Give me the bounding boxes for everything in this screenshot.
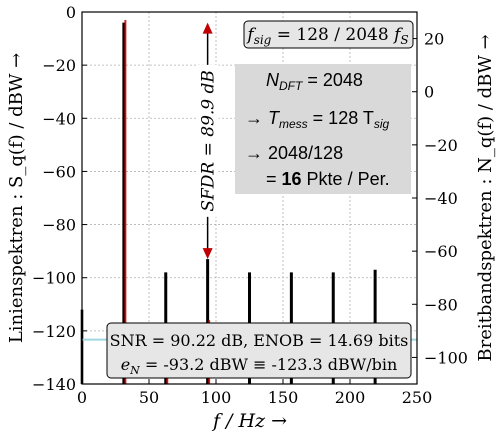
sfdr-annotation: SFDR = 89.9 dB [196,22,219,260]
sfdr-label-bg [196,64,219,217]
y-tick-label-left: −60 [42,162,76,181]
x-axis-label: f / Hz → [211,410,287,432]
sfdr-arrow-head-bottom [202,248,213,260]
sfdr-arrow-head-top [202,22,213,34]
info-line2-main: → T [245,108,281,128]
x-tick-label: 100 [201,388,232,407]
fsig-rhs: f [392,25,403,45]
y-tick-label-right: −80 [424,295,458,314]
info-line2-rest: = 128 T [308,108,374,128]
info-line2-sub: mess [279,117,308,131]
snr-line2-prefix: e [121,355,130,374]
y-tick-label-right: −60 [424,242,458,261]
y-tick-label-left: −140 [32,375,76,394]
svg-text:→ Tmess = 128 Tsig: → Tmess = 128 Tsig [245,108,390,131]
svg-text:fsig = 128 / 2048 fS: fsig = 128 / 2048 fS [245,25,408,47]
y-tick-label-right: −40 [424,189,458,208]
info-line4-bold: 16 [282,169,302,189]
info-line4-rest: Pkte / Per. [302,169,390,189]
x-tick-label: 250 [402,388,433,407]
y-tick-label-left: −40 [42,109,76,128]
snr-box: SNR = 90.22 dB, ENOB = 14.69 bits eN = -… [106,322,412,379]
fsig-lhs-sub: sig [254,33,272,47]
info-line2-sub2: sig [374,117,390,131]
info-line4-main: = [266,169,282,189]
svg-text:NDFT = 2048: NDFT = 2048 [266,70,363,93]
y-tick-label-left: −20 [42,56,76,75]
y-tick-label-right: 0 [424,83,434,102]
sfdr-label: SFDR = 89.9 dB [199,70,219,212]
info-line1-sub: DFT [279,79,304,93]
y-axis-label-right: Breitbandspektren : N_q(f) / dBW → [475,34,496,361]
y-axis-label-left: Linienspektren : S_q(f) / dBW → [6,53,27,343]
y-tick-label-right: −100 [424,348,468,367]
fsig-lhs: f [245,25,256,45]
y-tick-label-left: 0 [66,3,76,22]
info-line1-rest: = 2048 [302,70,363,90]
y-tick-label-right: 20 [424,30,444,49]
y-ticks-left: 0 −20 −40 −60 −80 −100 −120 −140 [32,3,87,394]
svg-text:eN = -93.2 dBW ≡ -123.3 dBW/bi: eN = -93.2 dBW ≡ -123.3 dBW/bin [121,355,398,377]
snr-line2-sub: N [129,364,140,377]
snr-line1: SNR = 90.22 dB, ENOB = 14.69 bits [110,331,409,350]
y-tick-label-left: −120 [32,322,76,341]
svg-text:= 16 Pkte / Per.: = 16 Pkte / Per. [266,169,390,189]
x-tick-label: 50 [139,388,159,407]
info-box: NDFT = 2048 → Tmess = 128 Tsig → 2048/12… [235,64,411,194]
x-tick-label: 200 [335,388,366,407]
fsig-mid: = 128 / 2048 [271,25,394,45]
y-tick-label-left: −80 [42,216,76,235]
y-ticks-right: 20 0 −20 −40 −60 −80 −100 [412,30,468,367]
info-line3: → 2048/128 [245,143,343,163]
x-ticks: 0 50 100 150 200 250 [77,379,432,407]
fsig-box: fsig = 128 / 2048 fS [243,20,414,49]
y-tick-label-right: −20 [424,136,458,155]
snr-line2-rest: = -93.2 dBW ≡ -123.3 dBW/bin [140,355,398,374]
x-tick-label: 0 [77,388,87,407]
x-tick-label: 150 [268,388,299,407]
y-tick-label-left: −100 [32,269,76,288]
fsig-rhs-sub: S [400,33,408,47]
info-line1-main: N [266,70,280,90]
